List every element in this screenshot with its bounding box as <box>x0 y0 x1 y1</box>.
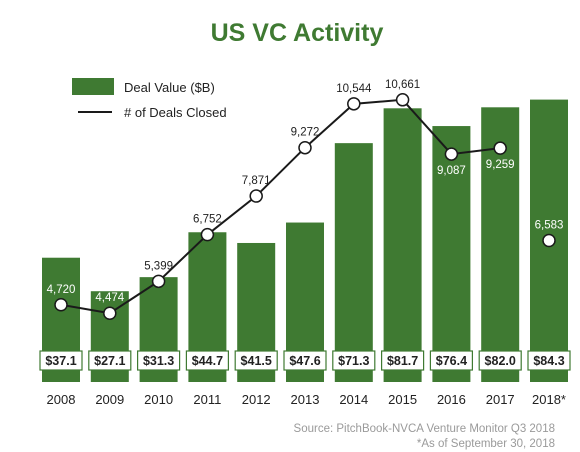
deals-marker-2012 <box>249 189 263 203</box>
value-box-2012 <box>234 350 278 371</box>
footnote: *As of September 30, 2018 <box>417 438 555 450</box>
bar-2016 <box>432 126 471 382</box>
value-box-2017 <box>478 350 522 371</box>
x-tick-2018*: 2018* <box>532 392 566 407</box>
value-label-2015: $81.7 <box>387 354 418 368</box>
value-label-2010: $31.3 <box>143 354 174 368</box>
source-note: Source: PitchBook-NVCA Venture Monitor Q… <box>294 423 555 435</box>
deals-label-2015: 10,661 <box>385 79 420 91</box>
legend-deal-value-label: Deal Value ($B) <box>124 80 215 95</box>
x-tick-2010: 2010 <box>144 392 173 407</box>
deals-marker-2013 <box>298 140 312 155</box>
x-axis-ticks: 2008 2009 2010 2011 2012 2013 2014 2015 2016 2017… <box>47 392 566 407</box>
x-tick-2014: 2014 <box>339 392 368 407</box>
x-tick-2009: 2009 <box>95 392 124 407</box>
value-label-2013: $47.6 <box>289 354 320 368</box>
bar-2015 <box>383 108 422 383</box>
legend: Deal Value ($B) # of Deals Closed <box>72 78 227 120</box>
x-tick-2011: 2011 <box>193 392 221 407</box>
deals-label-2017: 9,259 <box>486 159 515 171</box>
deals-marker-2014 <box>347 97 361 111</box>
value-box-2010 <box>137 350 181 371</box>
legend-bar-swatch <box>72 78 114 95</box>
chart-title: US VC Activity <box>211 19 384 47</box>
value-box-2011 <box>185 350 229 371</box>
x-tick-2013: 2013 <box>291 392 320 407</box>
deals-label-2010: 5,399 <box>144 260 173 272</box>
x-tick-2012: 2012 <box>242 392 271 407</box>
value-label-2011: $44.7 <box>192 354 223 368</box>
deals-label-2008: 4,720 <box>47 284 76 296</box>
value-box-2016 <box>429 350 473 371</box>
deals-marker-2017 <box>493 141 507 155</box>
deals-label-2018*: 6,583 <box>535 219 564 231</box>
deals-marker-2008 <box>54 298 68 312</box>
deals-marker-2009 <box>103 306 117 320</box>
deals-marker-2010 <box>151 274 166 289</box>
deals-closed-line <box>60 98 501 315</box>
value-label-2009: $27.1 <box>94 354 125 368</box>
deals-marker-2011 <box>200 227 215 242</box>
value-label-2014: $71.3 <box>338 354 369 368</box>
value-label-2012: $41.5 <box>241 354 272 368</box>
value-box-2009 <box>88 350 132 371</box>
deals-label-2014: 10,544 <box>336 83 372 95</box>
x-tick-2017: 2017 <box>486 392 515 407</box>
deals-label-2009: 4,474 <box>95 292 124 304</box>
deals-marker-2018* <box>542 233 556 248</box>
value-box-2013 <box>283 350 327 371</box>
deals-closed-markers <box>54 93 556 320</box>
deals-closed-path <box>60 98 501 315</box>
value-label-2017: $82.0 <box>485 354 516 368</box>
bar-2014 <box>334 143 373 382</box>
value-label-2016: $76.4 <box>436 354 467 368</box>
deal-value-labels: $37.1 $27.1 $31.3 $44.7 $41.5 $47.6 $71.3 $81.7… <box>39 350 571 371</box>
value-label-2008: $37.1 <box>45 354 76 368</box>
value-box-2015 <box>381 350 425 371</box>
deals-label-2012: 7,871 <box>242 175 271 187</box>
x-tick-2016: 2016 <box>437 392 466 407</box>
value-label-2018*: $84.3 <box>533 354 564 368</box>
value-box-2008 <box>39 350 83 371</box>
deals-marker-2016 <box>444 147 459 161</box>
x-tick-2008: 2008 <box>47 392 76 407</box>
deals-label-2011: 6,752 <box>193 214 222 226</box>
deals-label-2013: 9,272 <box>291 127 320 139</box>
value-box-2014 <box>332 350 376 371</box>
value-box-2018* <box>527 350 571 371</box>
deals-closed-labels: 4,720 4,474 5,399 6,752 7,871 9,272 10,544 10,6… <box>47 79 564 304</box>
deals-label-2016: 9,087 <box>437 165 466 177</box>
x-tick-2015: 2015 <box>388 392 417 407</box>
legend-deals-closed-label: # of Deals Closed <box>124 105 227 120</box>
deals-marker-2015 <box>395 93 410 107</box>
